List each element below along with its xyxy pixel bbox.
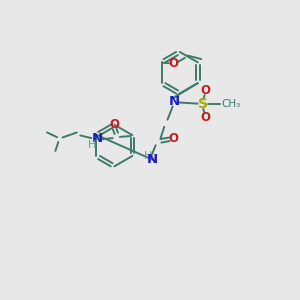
Text: O: O — [169, 132, 178, 145]
Text: N: N — [147, 153, 158, 166]
Text: O: O — [200, 111, 210, 124]
Text: N: N — [92, 132, 103, 145]
Text: N: N — [169, 95, 180, 108]
Text: H: H — [88, 140, 97, 150]
Text: O: O — [200, 84, 210, 98]
Text: S: S — [198, 97, 208, 111]
Text: H: H — [144, 151, 152, 160]
Text: O: O — [168, 57, 178, 70]
Text: O: O — [110, 118, 119, 131]
Text: CH₃: CH₃ — [221, 99, 240, 109]
